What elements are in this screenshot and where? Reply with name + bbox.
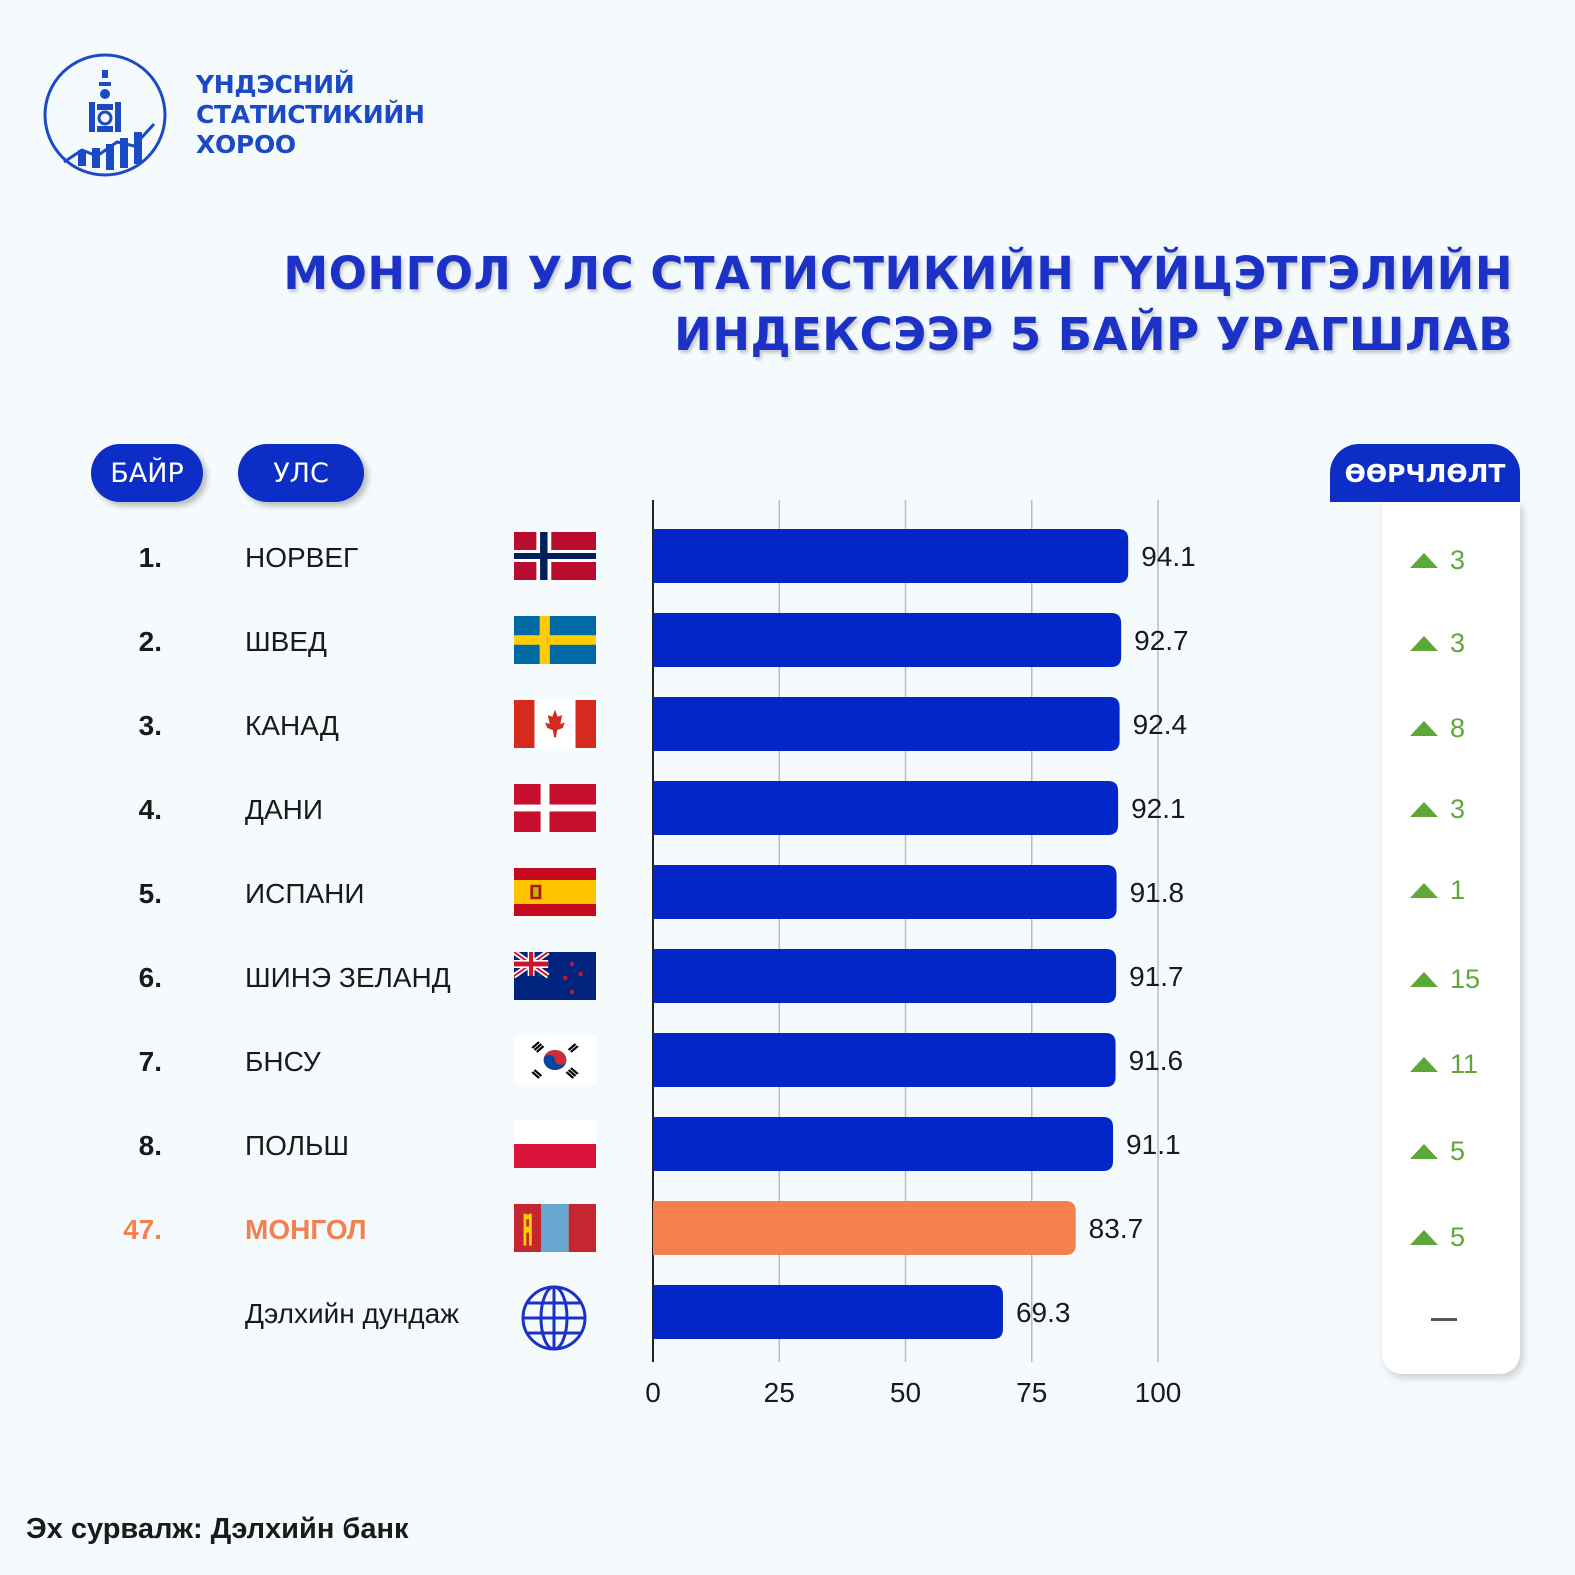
- bar: [653, 1117, 1114, 1171]
- bar: [653, 529, 1129, 583]
- bar-value-label: 92.4: [1133, 709, 1188, 740]
- new-zealand-flag-icon: [514, 952, 596, 1000]
- bar-value-label: 83.7: [1089, 1213, 1144, 1244]
- rank-label: 1.: [138, 542, 162, 573]
- mongolia-flag-icon: [514, 1204, 596, 1252]
- canada-flag-icon: [514, 700, 596, 748]
- bar-value-label: 69.3: [1016, 1297, 1071, 1328]
- bar-value-label: 91.7: [1129, 961, 1184, 992]
- up-arrow-icon: [1410, 552, 1438, 568]
- rank-label: 5.: [138, 878, 162, 909]
- rank-label-mongolia: 47.: [123, 1214, 162, 1245]
- org-name-line1: ҮНДЭСНИЙ: [196, 70, 355, 99]
- bar: [653, 697, 1120, 751]
- sweden-flag-icon: [514, 616, 596, 664]
- bar-value-label: 91.6: [1129, 1045, 1184, 1076]
- up-arrow-icon: [1410, 1056, 1438, 1072]
- bar-value-label: 94.1: [1141, 541, 1196, 572]
- country-name-mongolia: МОНГОЛ: [245, 1214, 367, 1245]
- rank-label: 7.: [138, 1046, 162, 1077]
- change-item: 5: [1410, 1222, 1500, 1252]
- up-arrow-icon: [1410, 882, 1438, 898]
- bar-value-label: 92.1: [1131, 793, 1186, 824]
- org-name-line2: СТАТИСТИКИЙН: [196, 100, 425, 129]
- south-korea-flag-icon: [514, 1036, 596, 1084]
- page-title-line1: МОНГОЛ УЛС СТАТИСТИКИЙН ГҮЙЦЭТГЭЛИЙН: [283, 247, 1513, 300]
- rank-label: 2.: [138, 626, 162, 657]
- country-name: БНСУ: [245, 1046, 321, 1077]
- country-name-world-average: Дэлхийн дундаж: [245, 1298, 459, 1329]
- x-tick-label: 50: [890, 1377, 921, 1408]
- poland-flag-icon: [514, 1120, 596, 1168]
- no-change-dash-icon: [1431, 1318, 1457, 1321]
- page-title-line2: ИНДЕКСЭЭР 5 БАЙР УРАГШЛАВ: [674, 308, 1513, 361]
- org-name-line3: ХОРОО: [196, 130, 296, 159]
- bar-value-label: 92.7: [1134, 625, 1189, 656]
- globe-icon: [521, 1285, 587, 1351]
- rank-header: БАЙР: [91, 444, 203, 502]
- rank-label: 3.: [138, 710, 162, 741]
- change-header: ӨӨРЧЛӨЛТ: [1330, 444, 1520, 502]
- x-tick-label: 100: [1135, 1377, 1182, 1408]
- change-item: 15: [1410, 964, 1500, 994]
- change-item: 5: [1410, 1136, 1500, 1166]
- bar: [653, 1201, 1076, 1255]
- change-item: 3: [1410, 628, 1500, 658]
- bar: [653, 613, 1122, 667]
- country-name: ПОЛЬШ: [245, 1130, 350, 1161]
- x-tick-label: 25: [764, 1377, 795, 1408]
- country-name: ШВЕД: [245, 626, 327, 657]
- denmark-flag-icon: [514, 784, 596, 832]
- change-item: 3: [1410, 794, 1500, 824]
- rank-label: 4.: [138, 794, 162, 825]
- up-arrow-icon: [1410, 971, 1438, 987]
- bar: [653, 1285, 1003, 1339]
- up-arrow-icon: [1410, 635, 1438, 651]
- norway-flag-icon: [514, 532, 596, 580]
- bar-value-label: 91.8: [1130, 877, 1185, 908]
- country-header: УЛС: [238, 444, 364, 502]
- rank-label: 8.: [138, 1130, 162, 1161]
- rank-label: 6.: [138, 962, 162, 993]
- spain-flag-icon: [514, 868, 596, 916]
- source-note: Эх сурвалж: Дэлхийн банк: [26, 1513, 409, 1545]
- x-tick-label: 0: [645, 1377, 661, 1408]
- country-name: КАНАД: [245, 710, 339, 741]
- up-arrow-icon: [1410, 801, 1438, 817]
- change-item: 3: [1410, 545, 1500, 575]
- country-name: НОРВЕГ: [245, 542, 359, 573]
- change-item: 8: [1410, 713, 1500, 743]
- nso-logo-icon: [43, 53, 167, 177]
- change-panel: [1382, 502, 1520, 1374]
- x-tick-label: 75: [1016, 1377, 1047, 1408]
- up-arrow-icon: [1410, 1143, 1438, 1159]
- country-name: ДАНИ: [245, 794, 323, 825]
- bar: [653, 781, 1119, 835]
- country-name: ШИНЭ ЗЕЛАНД: [245, 962, 451, 993]
- bar: [653, 1033, 1116, 1087]
- change-item: 11: [1410, 1049, 1500, 1079]
- country-name: ИСПАНИ: [245, 878, 365, 909]
- change-item: 1: [1410, 875, 1500, 905]
- up-arrow-icon: [1410, 1229, 1438, 1245]
- bar: [653, 949, 1117, 1003]
- bar-value-label: 91.1: [1126, 1129, 1181, 1160]
- bar: [653, 865, 1117, 919]
- up-arrow-icon: [1410, 720, 1438, 736]
